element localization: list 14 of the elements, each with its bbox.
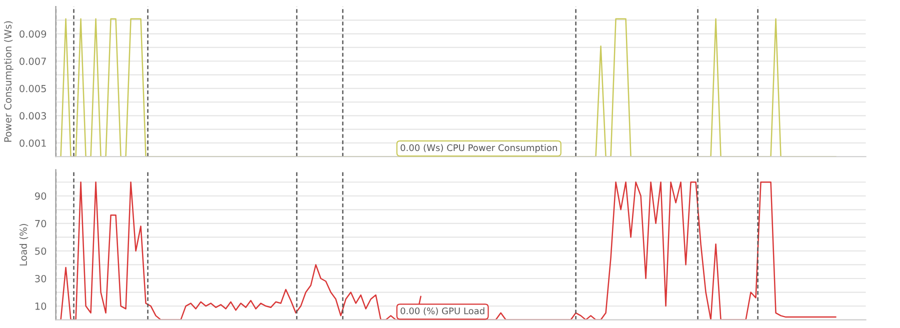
y-tick-label: 0.009	[20, 30, 46, 38]
y-tick-label: 0.005	[20, 84, 46, 92]
y-axis-title: Load (%)	[19, 224, 28, 266]
y-tick-label: 90	[35, 192, 46, 200]
y-tick-label: 70	[35, 220, 46, 228]
y-axis-title: Power Consumption (Ws)	[4, 21, 14, 142]
y-tick-label: 50	[35, 247, 46, 255]
y-tick-label: 0.003	[20, 112, 46, 120]
y-tick-label: 0.007	[20, 58, 46, 65]
y-tick-label: 30	[35, 274, 46, 282]
annotation: 0.00 (%) GPU Load	[400, 307, 484, 316]
y-tick-label: 0.001	[20, 139, 46, 147]
y-tick-label: 10	[35, 302, 46, 310]
annotation: 0.00 (Ws) CPU Power Consumption	[400, 144, 557, 153]
